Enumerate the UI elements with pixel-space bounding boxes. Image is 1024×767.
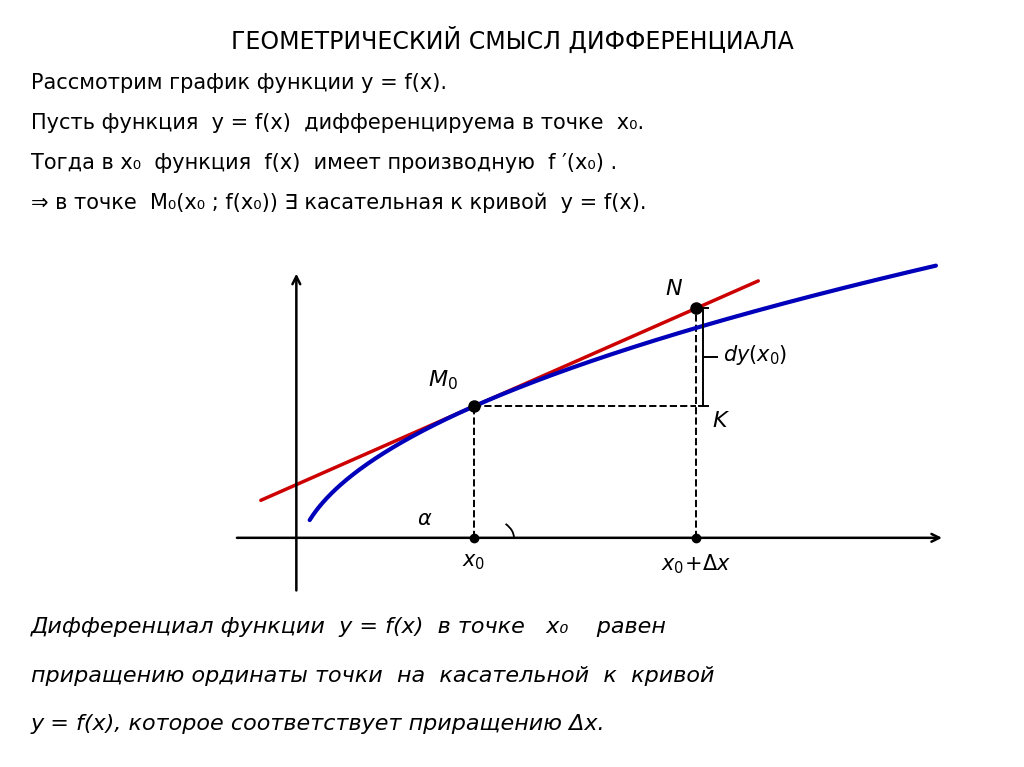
Text: $M_0$: $M_0$ <box>428 369 458 392</box>
Text: Тогда в x₀  функция  f(x)  имеет производную  f ′(x₀) .: Тогда в x₀ функция f(x) имеет производну… <box>31 153 616 173</box>
Text: ⇒ в точке  M₀(x₀ ; f(x₀)) ∃ касательная к кривой  y = f(x).: ⇒ в точке M₀(x₀ ; f(x₀)) ∃ касательная к… <box>31 193 646 213</box>
Text: $dy(x_0)$: $dy(x_0)$ <box>723 343 787 367</box>
Text: $K$: $K$ <box>712 411 730 431</box>
Text: приращению ординаты точки  на  касательной  к  кривой: приращению ординаты точки на касательной… <box>31 666 714 686</box>
Text: Пусть функция  y = f(x)  дифференцируема в точке  x₀.: Пусть функция y = f(x) дифференцируема в… <box>31 113 644 133</box>
Text: $x_0\!+\!\Delta x$: $x_0\!+\!\Delta x$ <box>660 552 731 575</box>
Text: y = f(x), которое соответствует приращению Δx.: y = f(x), которое соответствует приращен… <box>31 714 605 734</box>
Text: $N$: $N$ <box>665 279 683 299</box>
Text: Дифференциал функции  y = f(x)  в точке   x₀    равен: Дифференциал функции y = f(x) в точке x₀… <box>31 617 667 637</box>
Text: ГЕОМЕТРИЧЕСКИЙ СМЫСЛ ДИФФЕРЕНЦИАЛА: ГЕОМЕТРИЧЕСКИЙ СМЫСЛ ДИФФЕРЕНЦИАЛА <box>230 27 794 54</box>
Text: Рассмотрим график функции y = f(x).: Рассмотрим график функции y = f(x). <box>31 73 446 93</box>
Text: $x_0$: $x_0$ <box>463 552 485 572</box>
Text: $\alpha$: $\alpha$ <box>418 509 433 528</box>
